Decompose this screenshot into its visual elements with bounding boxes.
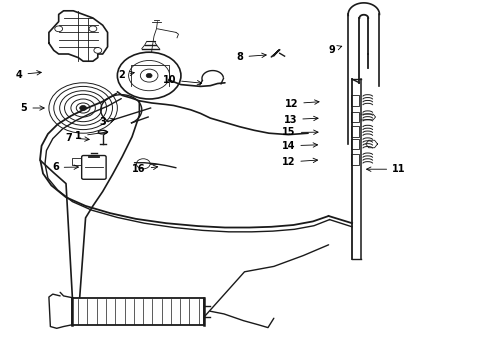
Text: 10: 10 xyxy=(162,75,201,85)
Text: 6: 6 xyxy=(52,162,78,172)
Text: 11: 11 xyxy=(366,164,405,174)
Text: 7: 7 xyxy=(65,133,89,143)
Text: 12: 12 xyxy=(281,157,317,167)
Text: 3: 3 xyxy=(100,117,115,127)
Text: 14: 14 xyxy=(281,141,317,151)
Circle shape xyxy=(146,73,152,78)
Text: 1: 1 xyxy=(75,130,107,141)
Text: 2: 2 xyxy=(118,70,134,80)
Bar xyxy=(350,126,359,137)
Text: 5: 5 xyxy=(20,103,44,113)
Bar xyxy=(350,112,359,122)
Circle shape xyxy=(80,105,86,111)
Bar xyxy=(350,139,359,149)
Text: 16: 16 xyxy=(132,164,157,174)
Text: 4: 4 xyxy=(16,69,41,80)
Text: 13: 13 xyxy=(283,114,317,125)
Bar xyxy=(350,95,359,106)
Bar xyxy=(350,154,359,165)
Text: 12: 12 xyxy=(284,99,318,109)
Text: 8: 8 xyxy=(236,52,265,62)
Bar xyxy=(72,298,204,325)
Text: 15: 15 xyxy=(282,127,317,138)
Text: 9: 9 xyxy=(328,45,341,55)
